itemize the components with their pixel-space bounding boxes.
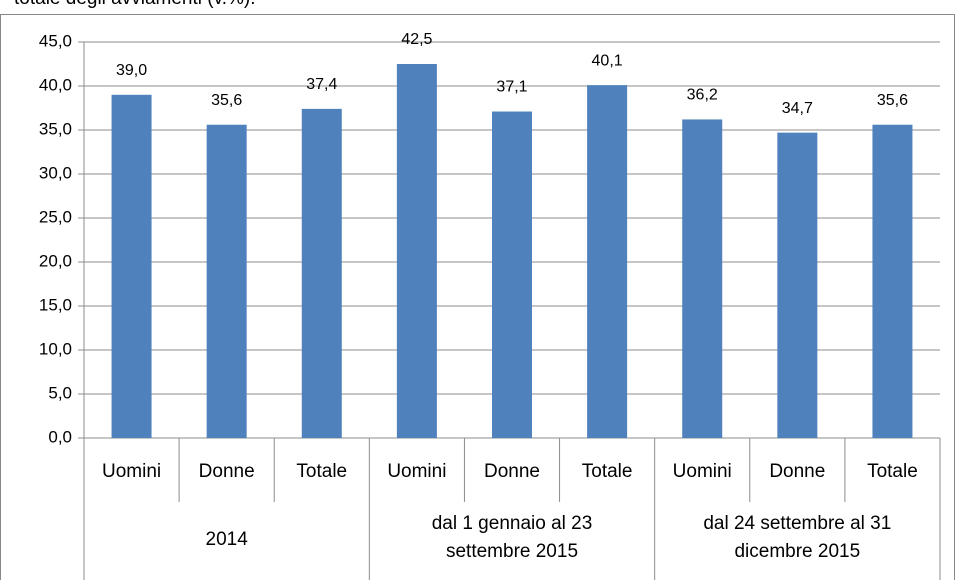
data-label: 34,7 xyxy=(782,100,813,117)
bar xyxy=(872,124,913,438)
x-tick-label: Totale xyxy=(582,461,633,482)
chart-frame xyxy=(0,14,955,580)
bar xyxy=(682,119,723,438)
x-tick-label: Uomini xyxy=(673,461,732,482)
bar xyxy=(777,132,818,438)
x-tick-label: Donne xyxy=(484,461,540,482)
y-tick-label: 15,0 xyxy=(39,295,72,314)
data-label: 39,0 xyxy=(116,62,147,79)
group-label: dal 24 settembre al 31 dicembre 2015 xyxy=(703,513,892,562)
y-tick-label: 45,0 xyxy=(39,31,72,50)
bar xyxy=(111,94,152,439)
bar xyxy=(301,108,342,438)
x-tick-label: Donne xyxy=(199,461,255,482)
data-label: 40,1 xyxy=(592,52,623,69)
data-label: 37,4 xyxy=(306,76,337,93)
bar xyxy=(206,124,247,438)
y-tick-label: 25,0 xyxy=(39,207,72,226)
data-label: 37,1 xyxy=(496,79,527,96)
x-tick-label: Donne xyxy=(769,461,825,482)
y-tick-label: 35,0 xyxy=(39,119,72,138)
x-tick-label: Uomini xyxy=(387,461,446,482)
data-label: 36,2 xyxy=(687,87,718,104)
caption: totale degli avviamenti (v.%). xyxy=(14,0,255,10)
data-label: 35,6 xyxy=(211,92,242,109)
bar xyxy=(492,111,532,439)
group-label: dal 1 gennaio al 23 settembre 2015 xyxy=(431,513,593,562)
y-tick-label: 0,0 xyxy=(48,427,72,446)
x-tick-label: Uomini xyxy=(102,461,161,482)
group-label: 2014 xyxy=(205,529,248,550)
bar xyxy=(587,85,628,439)
y-tick-label: 5,0 xyxy=(48,383,72,402)
data-label: 35,6 xyxy=(877,92,908,109)
y-tick-label: 30,0 xyxy=(39,163,72,182)
bar xyxy=(396,64,437,438)
y-tick-label: 10,0 xyxy=(39,339,72,358)
x-tick-label: Totale xyxy=(296,461,347,482)
x-tick-label: Totale xyxy=(867,461,918,482)
y-tick-label: 40,0 xyxy=(39,75,72,94)
data-label: 42,5 xyxy=(401,31,432,48)
y-tick-label: 20,0 xyxy=(39,251,72,270)
